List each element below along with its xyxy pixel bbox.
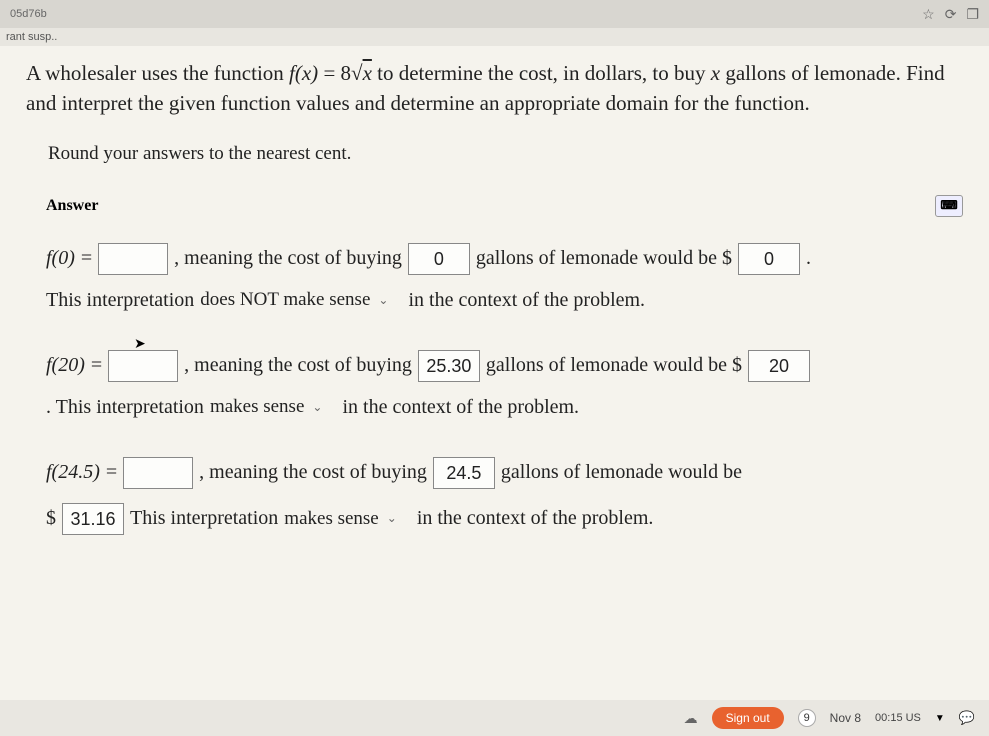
equals: = [106, 461, 117, 484]
row-f24-5-line2: $ 31.16 This interpretation makes sense … [46, 503, 969, 535]
fcall: f(24.5) [46, 461, 100, 484]
text: gallons of lemonade would be $ [486, 354, 742, 377]
cost-input[interactable]: 31.16 [62, 503, 124, 535]
problem-statement: A wholesaler uses the function f(x) = 8√… [26, 58, 969, 119]
text: to determine the cost, in dollars, to bu… [377, 61, 711, 85]
row-f0-interp: This interpretation does NOT make sense … [46, 289, 969, 312]
text: . [806, 247, 811, 270]
cursor-icon: ➤ [134, 336, 146, 353]
interpretation-dropdown[interactable]: makes sense ⌄ [284, 508, 411, 530]
cloud-icon[interactable]: ☁ [684, 710, 698, 727]
time-label: 00:15 US [875, 712, 921, 724]
text: This interpretation [46, 289, 194, 312]
text: , meaning the cost of buying [174, 247, 402, 270]
interpretation-dropdown[interactable]: does NOT make sense ⌄ [200, 289, 402, 311]
value-input[interactable] [108, 350, 178, 382]
answer-label: Answer [46, 197, 98, 215]
text: This interpretation [130, 507, 278, 530]
date-label: Nov 8 [830, 711, 861, 725]
fcall: f(20) [46, 354, 85, 377]
coeff: 8 [341, 61, 352, 85]
dropdown-value: makes sense [284, 508, 378, 530]
fn-lhs: f(x) [289, 61, 318, 85]
problem-content: A wholesaler uses the function f(x) = 8√… [0, 46, 989, 716]
cost-input[interactable]: 0 [738, 243, 800, 275]
instruction-text: Round your answers to the nearest cent. [48, 143, 969, 165]
cost-input[interactable]: 20 [748, 350, 810, 382]
text: in the context of the problem. [342, 396, 579, 419]
dropdown-value: makes sense [210, 396, 304, 418]
url-fragment: 05d76b [10, 8, 47, 20]
dropdown-caret-icon[interactable]: ▼ [935, 713, 945, 724]
interpretation-dropdown[interactable]: makes sense ⌄ [210, 396, 337, 418]
chevron-down-icon: ⌄ [312, 400, 322, 415]
row-f24-5: f(24.5) = , meaning the cost of buying 2… [46, 457, 969, 489]
row-f0: f(0) = , meaning the cost of buying 0 ga… [46, 243, 969, 275]
equals: = [81, 247, 92, 270]
var-x: x [711, 61, 720, 85]
fcall: f(0) [46, 247, 75, 270]
equals: = [91, 354, 102, 377]
keyboard-icon[interactable]: ⌨ [935, 195, 963, 217]
browser-bar: 05d76b ☆ ⟳ ❐ [0, 0, 989, 28]
text: A wholesaler uses the function [26, 61, 289, 85]
text: . This interpretation [46, 396, 204, 419]
gallons-input[interactable]: 25.30 [418, 350, 480, 382]
row-f20-interp: . This interpretation makes sense ⌄ in t… [46, 396, 969, 419]
star-icon[interactable]: ☆ [922, 6, 935, 23]
newtab-icon[interactable]: ❐ [966, 6, 979, 23]
text: gallons of lemonade would be $ [476, 247, 732, 270]
gallons-input[interactable]: 0 [408, 243, 470, 275]
radicand: x [363, 61, 372, 85]
chevron-down-icon: ⌄ [378, 293, 388, 308]
text: $ [46, 507, 56, 530]
bottom-bar: ☁ Sign out 9 Nov 8 00:15 US ▼ 💬 [0, 700, 989, 736]
page-indicator[interactable]: 9 [798, 709, 816, 727]
sqrt-symbol: √ [351, 61, 363, 85]
tab-hint: rant susp.. [0, 28, 989, 46]
equals: = [323, 61, 340, 85]
chat-icon[interactable]: 💬 [959, 710, 975, 726]
signout-button[interactable]: Sign out [712, 707, 784, 729]
chevron-down-icon: ⌄ [387, 511, 397, 526]
text: , meaning the cost of buying [199, 461, 427, 484]
refresh-icon[interactable]: ⟳ [945, 6, 957, 23]
row-f20: f(20) = ➤ , meaning the cost of buying 2… [46, 350, 969, 382]
text: , meaning the cost of buying [184, 354, 412, 377]
value-input[interactable] [98, 243, 168, 275]
gallons-input[interactable]: 24.5 [433, 457, 495, 489]
text: gallons of lemonade would be [501, 461, 742, 484]
value-input[interactable] [123, 457, 193, 489]
text: in the context of the problem. [408, 289, 645, 312]
dropdown-value: does NOT make sense [200, 289, 370, 311]
text: in the context of the problem. [417, 507, 654, 530]
